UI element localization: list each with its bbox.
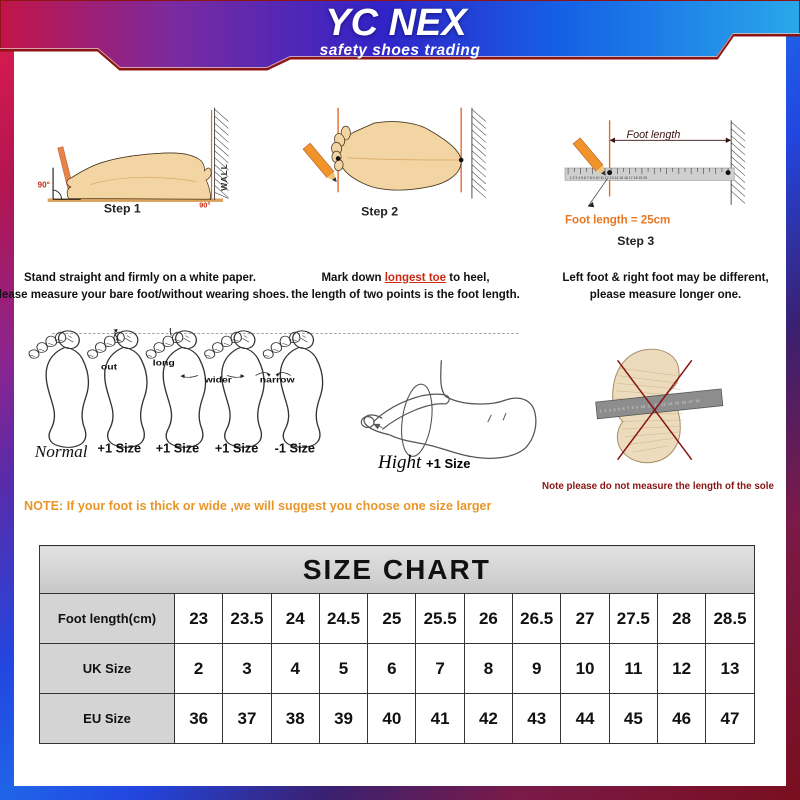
- svg-text:+1 Size: +1 Size: [156, 441, 200, 456]
- svg-text:narrow: narrow: [260, 376, 296, 385]
- svg-text:Foot length: Foot length: [627, 129, 681, 141]
- svg-text:90°: 90°: [38, 181, 50, 190]
- svg-text:+1 Size: +1 Size: [98, 441, 142, 456]
- svg-text:90°: 90°: [199, 201, 210, 210]
- svg-text:WALL: WALL: [219, 163, 229, 191]
- svg-text:Step 1: Step 1: [104, 201, 141, 215]
- svg-text:Foot length = 25cm: Foot length = 25cm: [565, 214, 670, 226]
- svg-text:out: out: [101, 363, 117, 372]
- svg-text:Step 3: Step 3: [617, 234, 654, 248]
- svg-text:long: long: [153, 359, 175, 368]
- svg-text:1 2 3 4 5 6 7 8 9 10 11 12 13: 1 2 3 4 5 6 7 8 9 10 11 12 13 14 15 16 1…: [570, 176, 648, 180]
- svg-text:Step 2: Step 2: [361, 204, 398, 218]
- svg-text:+1 Size: +1 Size: [215, 441, 258, 456]
- svg-text:Normal: Normal: [34, 442, 88, 461]
- svg-text:wider: wider: [203, 376, 232, 385]
- svg-text:-1 Size: -1 Size: [275, 441, 315, 456]
